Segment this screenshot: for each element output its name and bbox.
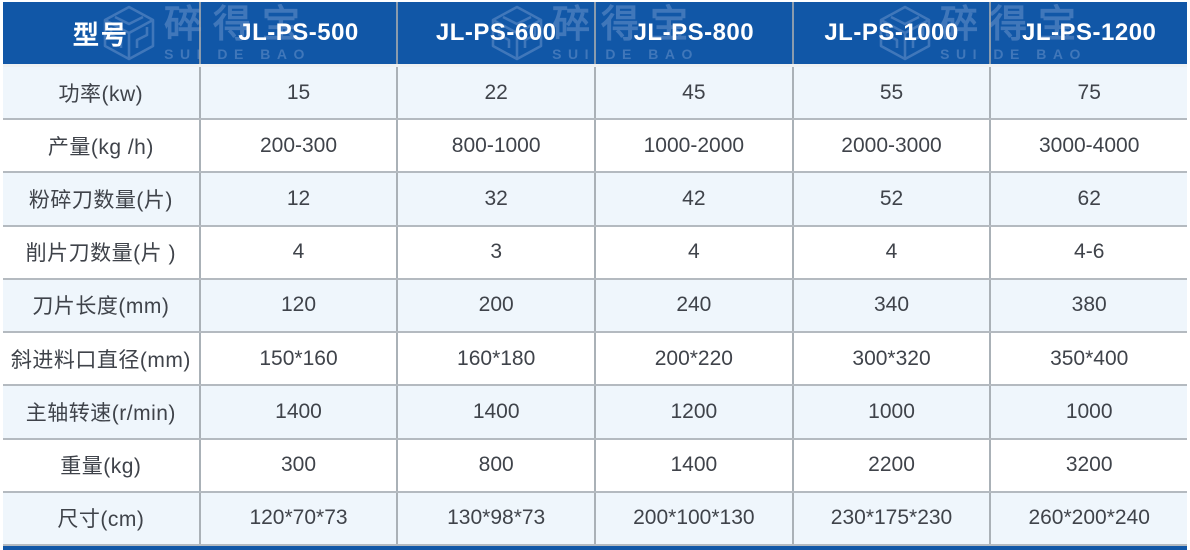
table-row-weight: 重量(kg) 300 800 1400 2200 3200 [3,439,1187,493]
column-header-jl-ps-500: JL-PS-500 [201,2,399,64]
cell-value: 1400 [596,439,794,491]
cell-value: 150*160 [201,333,399,385]
cell-value: 1000 [794,386,992,438]
cell-value: 15 [201,67,399,119]
row-label: 重量(kg) [3,439,201,491]
cell-value: 200-300 [201,120,399,172]
cell-value: 120 [201,279,399,332]
cell-value: 240 [596,279,794,332]
table-row-power: 功率(kw) 15 22 45 55 75 [3,67,1187,121]
column-header-jl-ps-1000: JL-PS-1000 [794,2,992,64]
cell-value: 200*220 [596,333,794,385]
column-header-model: 型号 [3,2,201,64]
cell-value: 32 [398,173,597,225]
column-header-jl-ps-800: JL-PS-800 [596,2,794,64]
cell-value: 1000-2000 [596,120,794,172]
cell-value: 230*175*230 [794,492,992,544]
cell-value: 200 [398,279,597,332]
cell-value: 4-6 [1074,240,1105,264]
table-row-blade-length: 刀片长度(mm) 120 200 240 340 380 [3,279,1187,334]
cell-value: 160*180 [398,333,597,385]
table-row-output: 产量(kg /h) 200-300 800-1000 1000-2000 200… [3,120,1187,174]
cell-value: 42 [596,173,794,225]
cell-value: 1200 [596,386,794,438]
cell-value: 22 [398,67,597,119]
row-label: 刀片长度(mm) [3,279,201,332]
table-row-feed-port: 斜进料口直径(mm) 150*160 160*180 200*220 300*3… [3,333,1187,387]
cell-value: 1000 [1065,399,1113,423]
cell-value: 4 [596,226,794,278]
cell-value: 800-1000 [398,120,597,172]
cell-value: 380 [1071,293,1107,317]
column-header-jl-ps-600: JL-PS-600 [398,2,597,64]
row-label: 斜进料口直径(mm) [3,333,201,385]
cell-value: 75 [1077,80,1101,104]
cell-value: 52 [794,173,992,225]
table-row-dimensions: 尺寸(cm) 120*70*73 130*98*73 200*100*130 2… [3,492,1187,546]
cell-value: 300 [201,439,399,491]
bottom-accent-bar [3,546,1187,550]
row-label: 主轴转速(r/min) [3,386,201,438]
cell-value: 3000-4000 [1038,133,1140,157]
cell-value: 45 [596,67,794,119]
cell-value: 200*100*130 [596,492,794,544]
cell-value: 1400 [201,386,399,438]
cell-value: 62 [1077,187,1101,211]
cell-value: 1400 [398,386,597,438]
cell-value: 55 [794,67,992,119]
column-header-jl-ps-1200: JL-PS-1200 [1021,19,1157,46]
cell-value: 340 [794,279,992,332]
row-label: 产量(kg /h) [3,120,201,172]
cell-value: 120*70*73 [201,492,399,544]
row-label: 粉碎刀数量(片) [3,173,201,225]
cell-value: 130*98*73 [398,492,597,544]
cell-value: 3 [398,226,597,278]
cell-value: 800 [398,439,597,491]
cell-value: 2000-3000 [794,120,992,172]
cell-value: 300*320 [794,333,992,385]
row-label: 尺寸(cm) [3,492,201,544]
row-label: 削片刀数量(片 ) [3,226,201,278]
table-row-crushing-blades: 粉碎刀数量(片) 12 32 42 52 62 [3,173,1187,227]
table-row-chipping-blades: 削片刀数量(片 ) 4 3 4 4 4-6 [3,226,1187,280]
cell-value: 4 [201,226,399,278]
cell-value: 2200 [794,439,992,491]
cell-value: 4 [794,226,992,278]
row-label: 功率(kw) [3,67,201,119]
cell-value: 12 [201,173,399,225]
cell-value: 3200 [1065,453,1113,477]
cell-value: 260*200*240 [1028,506,1150,530]
cell-value: 350*400 [1050,346,1129,370]
spec-table: 碎得宝 SUI DE BAO 碎得宝 SUI D [3,2,1187,546]
table-row-spindle-speed: 主轴转速(r/min) 1400 1400 1200 1000 1000 [3,386,1187,440]
table-header-row: 碎得宝 SUI DE BAO 碎得宝 SUI D [3,2,1187,67]
